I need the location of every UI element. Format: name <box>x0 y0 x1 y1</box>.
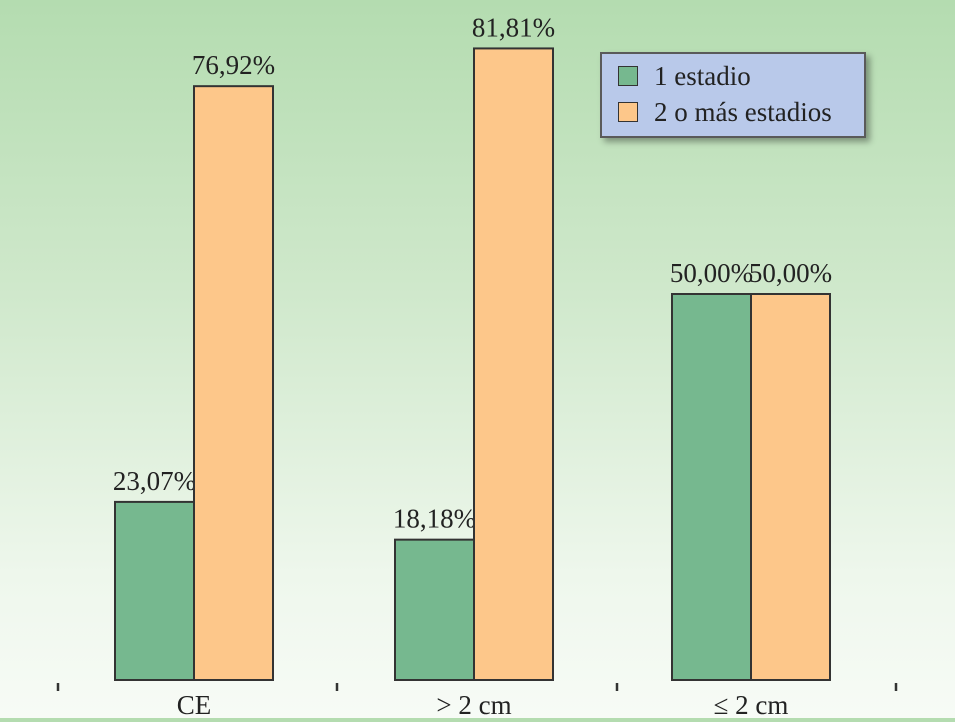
chart-legend: 1 estadio 2 o más estadios <box>600 52 866 138</box>
bar-2-1 <box>193 85 274 681</box>
legend-item-series-2: 2 o más estadios <box>618 96 832 127</box>
data-label: 76,92% <box>192 50 275 80</box>
bar-1-3 <box>671 293 752 681</box>
data-label: 50,00% <box>749 258 832 288</box>
data-label: 18,18% <box>393 504 476 534</box>
x-axis-tick-label: CE <box>177 690 212 718</box>
legend-swatch-series-1 <box>618 66 638 86</box>
data-label: 23,07% <box>113 466 196 496</box>
bar-2-2 <box>473 47 554 681</box>
legend-label-series-1: 1 estadio <box>654 60 751 91</box>
x-axis-tick-label: ≤ 2 cm <box>714 690 789 718</box>
bar-1-2 <box>394 538 475 681</box>
bar-2-3 <box>750 293 831 681</box>
legend-swatch-series-2 <box>618 102 638 122</box>
legend-item-series-1: 1 estadio <box>618 60 751 91</box>
data-label: 50,00% <box>670 258 753 288</box>
legend-label-series-2: 2 o más estadios <box>654 96 832 127</box>
bar-1-1 <box>114 500 195 681</box>
data-label: 81,81% <box>472 12 555 42</box>
x-axis-tick-label: > 2 cm <box>436 690 511 718</box>
